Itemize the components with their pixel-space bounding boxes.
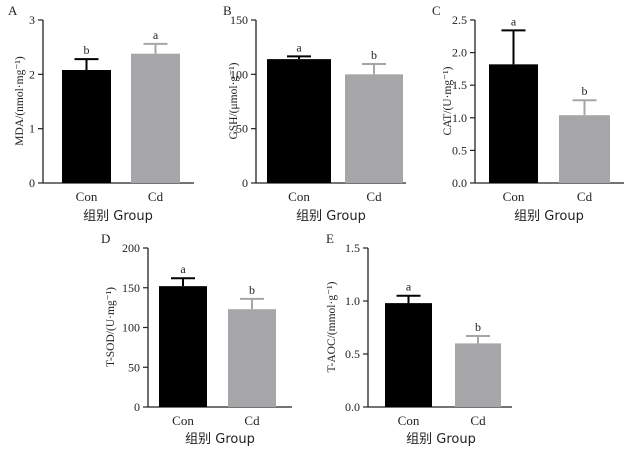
panel-letter: C — [432, 3, 441, 18]
x-tick-label: Con — [76, 189, 98, 204]
significance-label: b — [475, 320, 481, 334]
panel-letter: B — [223, 3, 232, 18]
y-axis-label: T-AOC/(mmol·g⁻¹) — [326, 281, 338, 372]
x-axis-label: 组别 Group — [83, 209, 153, 224]
x-tick-label: Cd — [366, 189, 382, 204]
significance-label: b — [371, 48, 377, 62]
y-tick-label: 2.5 — [452, 13, 467, 27]
x-tick-label: Con — [172, 413, 194, 428]
bar-cd — [345, 74, 403, 183]
y-tick-label: 1.0 — [345, 294, 360, 308]
x-tick-label: Con — [288, 189, 310, 204]
panel-letter: E — [326, 231, 334, 246]
significance-label: a — [511, 14, 517, 28]
significance-label: a — [180, 262, 186, 276]
bar-cd — [228, 309, 276, 407]
y-tick-label: 0.5 — [452, 143, 467, 157]
y-tick-label: 50 — [128, 360, 140, 374]
x-tick-label: Cd — [148, 189, 164, 204]
y-tick-label: 0.0 — [345, 400, 360, 414]
y-axis-label: T-SOD/(U·mg⁻¹) — [105, 287, 117, 367]
y-axis-label: CAT/(U·mg⁻¹) — [442, 66, 454, 135]
bar-con — [159, 286, 207, 407]
y-tick-label: 0.0 — [452, 176, 467, 190]
significance-label: b — [84, 43, 90, 57]
x-tick-label: Con — [503, 189, 525, 204]
y-tick-label: 2 — [29, 67, 35, 81]
y-tick-label: 0 — [29, 176, 35, 190]
bar-cd — [131, 53, 180, 183]
y-tick-label: 150 — [230, 13, 248, 27]
y-axis-label: GSH/(μmol·g⁻¹) — [228, 62, 240, 139]
significance-label: a — [406, 280, 412, 294]
y-tick-label: 1.5 — [452, 78, 467, 92]
bar-con — [62, 69, 111, 183]
y-tick-label: 100 — [230, 67, 248, 81]
bar-cd — [455, 343, 501, 407]
y-tick-label: 50 — [236, 122, 248, 136]
y-tick-label: 0.5 — [345, 347, 360, 361]
panel-letter: A — [8, 3, 18, 18]
x-axis-label: 组别 Group — [514, 209, 584, 224]
y-tick-label: 1.0 — [452, 111, 467, 125]
y-tick-label: 150 — [122, 281, 140, 295]
x-tick-label: Con — [398, 413, 420, 428]
bar-cd — [559, 115, 610, 183]
x-tick-label: Cd — [577, 189, 593, 204]
x-axis-label: 组别 Group — [406, 432, 476, 447]
y-tick-label: 3 — [29, 13, 35, 27]
y-tick-label: 1 — [29, 122, 35, 136]
panel-letter: D — [101, 231, 110, 246]
bar-con — [385, 303, 432, 407]
y-tick-label: 100 — [122, 321, 140, 335]
bar-con — [489, 64, 538, 183]
y-tick-label: 200 — [122, 241, 140, 255]
significance-label: a — [153, 28, 159, 42]
significance-label: a — [296, 40, 302, 54]
y-axis-label: MDA/(nmol·mg⁻¹) — [14, 56, 26, 146]
x-axis-label: 组别 Group — [296, 209, 366, 224]
y-tick-label: 1.5 — [345, 241, 360, 255]
y-tick-label: 0 — [134, 400, 140, 414]
bar-con — [267, 59, 331, 184]
y-tick-label: 0 — [242, 176, 248, 190]
significance-label: b — [582, 84, 588, 98]
x-tick-label: Cd — [244, 413, 260, 428]
significance-label: b — [249, 283, 255, 297]
y-tick-label: 2.0 — [452, 46, 467, 60]
x-tick-label: Cd — [470, 413, 486, 428]
x-axis-label: 组别 Group — [185, 432, 255, 447]
